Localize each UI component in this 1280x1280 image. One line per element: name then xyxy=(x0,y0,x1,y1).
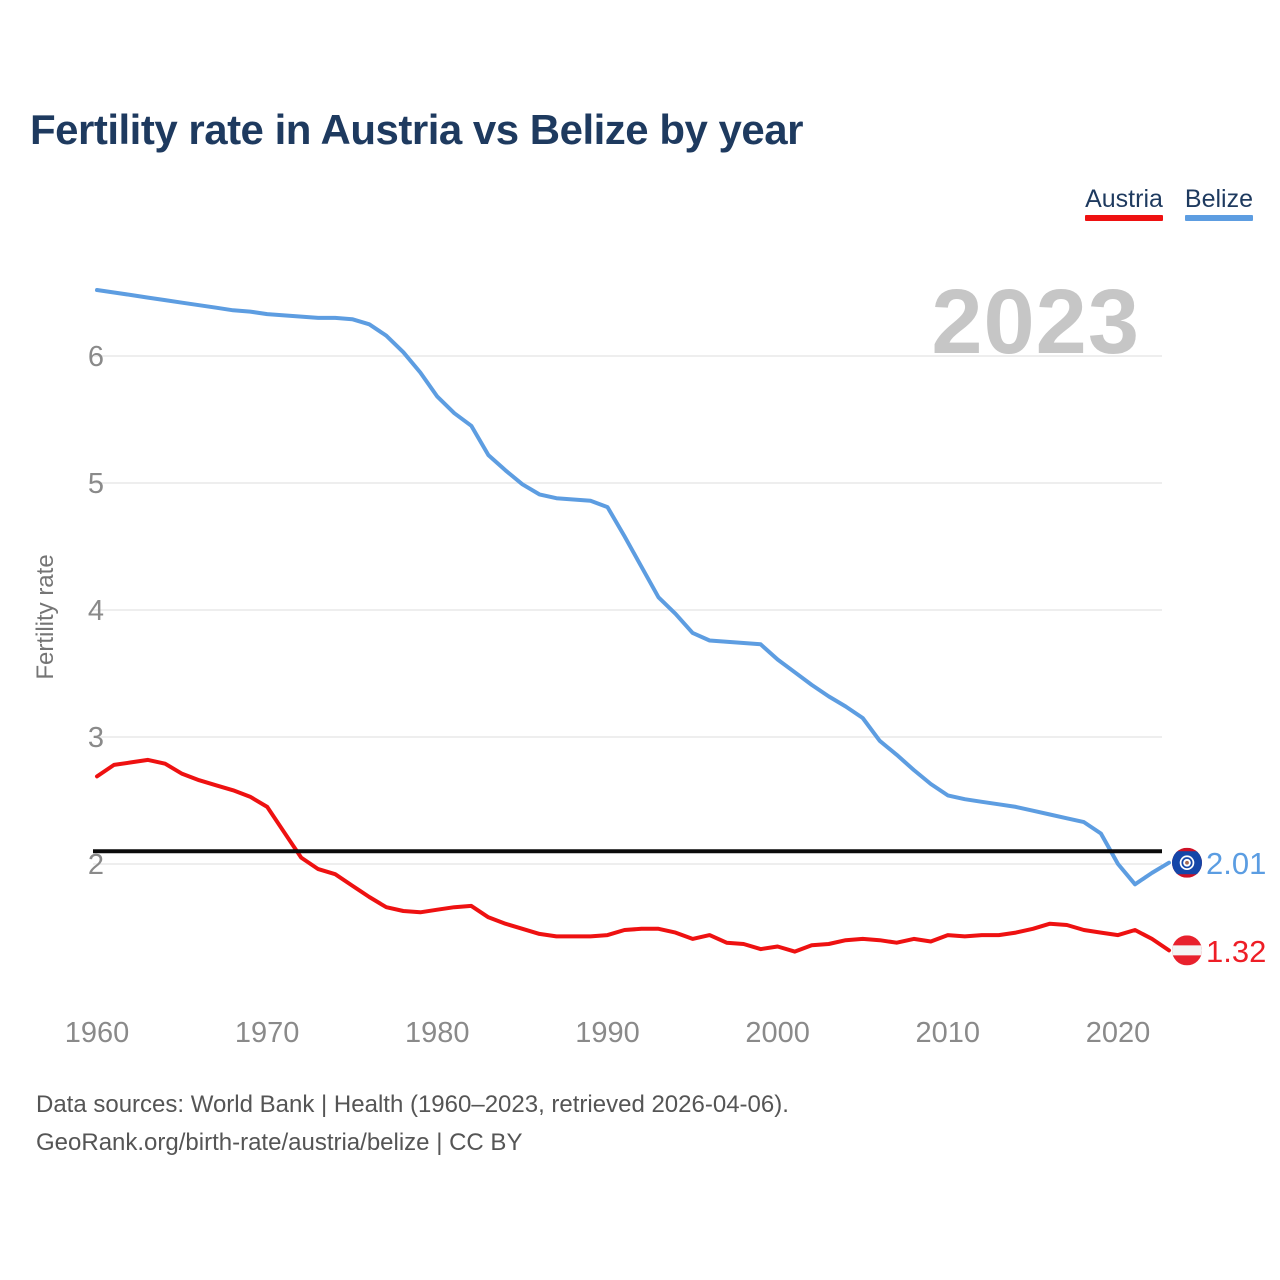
legend: Austria Belize xyxy=(1085,186,1253,221)
y-tick-label-3: 3 xyxy=(88,722,104,754)
x-tick-label-1990: 1990 xyxy=(575,1017,640,1049)
legend-item-austria[interactable]: Austria xyxy=(1085,186,1163,221)
y-tick-label-5: 5 xyxy=(88,468,104,500)
x-tick-label-1960: 1960 xyxy=(65,1017,130,1049)
series-line-belize xyxy=(95,288,1171,887)
page-title: Fertility rate in Austria vs Belize by y… xyxy=(30,106,803,153)
x-tick-label-2010: 2010 xyxy=(916,1017,981,1049)
y-tick-label-4: 4 xyxy=(88,595,104,627)
series-line-austria xyxy=(95,757,1171,954)
legend-label-austria[interactable]: Austria xyxy=(1085,185,1163,213)
footer-sources-line: Data sources: World Bank | Health (1960–… xyxy=(36,1091,789,1118)
footer-attribution-line: GeoRank.org/birth-rate/austria/belize | … xyxy=(36,1129,523,1156)
legend-label-belize[interactable]: Belize xyxy=(1184,185,1253,213)
x-tick-label-2000: 2000 xyxy=(745,1017,810,1049)
y-tick-label-6: 6 xyxy=(88,341,104,373)
legend-color-bar-austria xyxy=(1085,215,1163,221)
y-tick-label-2: 2 xyxy=(88,849,104,881)
end-value-label-belize: 2.01 xyxy=(1206,846,1266,881)
x-tick-label-1980: 1980 xyxy=(405,1017,470,1049)
belize-flag-icon xyxy=(1172,847,1202,878)
legend-item-belize[interactable]: Belize xyxy=(1184,185,1253,221)
legend-color-bar-belize xyxy=(1184,215,1253,221)
footer: Data sources: World Bank | Health (1960–… xyxy=(36,1086,789,1162)
x-tick-label-2020: 2020 xyxy=(1086,1017,1151,1049)
austria-flag-icon xyxy=(1172,935,1202,966)
x-tick-label-1970: 1970 xyxy=(235,1017,300,1049)
end-value-label-austria: 1.32 xyxy=(1206,934,1266,969)
